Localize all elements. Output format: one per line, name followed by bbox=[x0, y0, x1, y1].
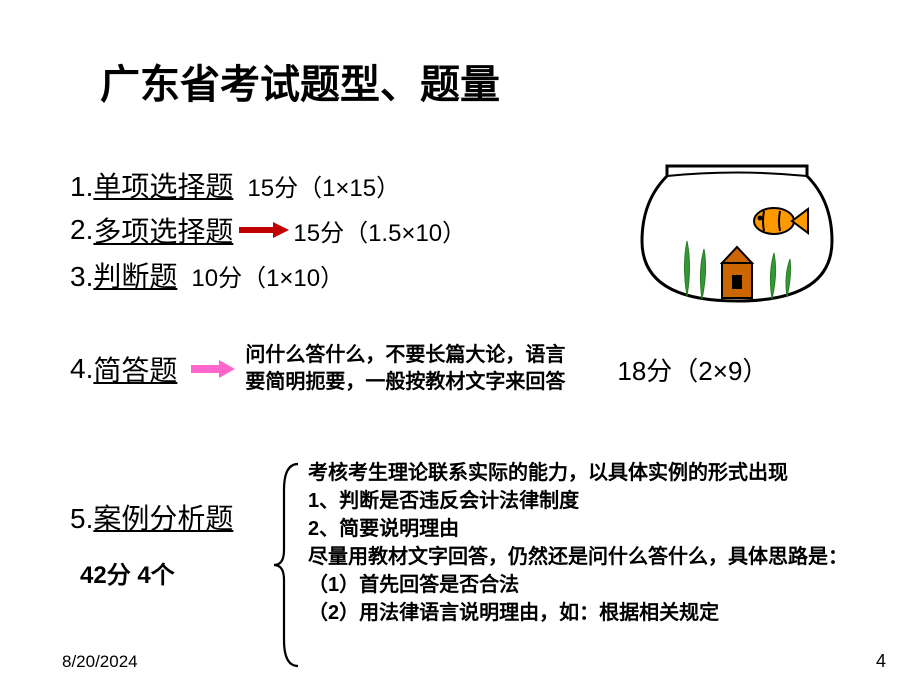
item-1-num: 1. bbox=[70, 171, 93, 203]
item-5-d4: 尽量用教材文字回答，仍然还是问什么答什么，具体思路是： bbox=[308, 543, 878, 571]
item-5-d3: 2、简要说明理由 bbox=[308, 515, 878, 543]
item-5-sub: 42分 4个 bbox=[80, 555, 175, 590]
brace-icon bbox=[272, 460, 302, 670]
item-2-points: 15分（1.5×10） bbox=[293, 213, 466, 248]
item-2-row: 2. 多项选择题 15分（1.5×10） bbox=[70, 210, 466, 250]
arrow-right-icon bbox=[239, 225, 289, 235]
item-5-d2: 1、判断是否违反会计法律制度 bbox=[308, 487, 878, 515]
item-3-label: 判断题 bbox=[93, 255, 177, 295]
item-5-d6: （2）用法律语言说明理由，如：根据相关规定 bbox=[308, 599, 878, 627]
slide-title: 广东省考试题型、题量 bbox=[100, 52, 500, 110]
item-4-label: 简答题 bbox=[93, 349, 177, 389]
item-4-row: 4. 简答题 问什么答什么，不要长篇大论，语言 要简明扼要，一般按教材文字来回答… bbox=[70, 342, 768, 396]
item-1-label: 单项选择题 bbox=[93, 165, 233, 205]
footer-page-number: 4 bbox=[876, 651, 886, 672]
item-3-row: 3. 判断题 10分（1×10） bbox=[70, 255, 344, 295]
item-4-num: 4. bbox=[70, 353, 93, 385]
arrow-right-pink-icon bbox=[191, 362, 235, 376]
item-4-points: 18分（2×9） bbox=[617, 351, 768, 388]
item-4-note: 问什么答什么，不要长篇大论，语言 要简明扼要，一般按教材文字来回答 bbox=[245, 342, 605, 396]
item-3-points: 10分（1×10） bbox=[191, 258, 344, 293]
item-1-row: 1. 单项选择题 15分（1×15） bbox=[70, 165, 400, 205]
fishbowl-illustration bbox=[632, 151, 842, 311]
item-2-num: 2. bbox=[70, 214, 93, 246]
item-4-note-l1: 问什么答什么，不要长篇大论，语言 bbox=[245, 344, 565, 366]
item-5-row: 5. 案例分析题 bbox=[70, 497, 233, 537]
item-4-note-l2: 要简明扼要，一般按教材文字来回答 bbox=[245, 371, 565, 393]
item-1-points: 15分（1×15） bbox=[247, 168, 400, 203]
item-5-d1: 考核考生理论联系实际的能力，以具体实例的形式出现 bbox=[308, 459, 878, 487]
item-5-d5: （1）首先回答是否合法 bbox=[308, 571, 878, 599]
footer-date: 8/20/2024 bbox=[62, 652, 138, 672]
item-5-num: 5. bbox=[70, 503, 93, 535]
item-5-details: 考核考生理论联系实际的能力，以具体实例的形式出现 1、判断是否违反会计法律制度 … bbox=[308, 459, 878, 627]
item-2-label: 多项选择题 bbox=[93, 210, 233, 250]
item-5-label: 案例分析题 bbox=[93, 497, 233, 537]
item-3-num: 3. bbox=[70, 261, 93, 293]
